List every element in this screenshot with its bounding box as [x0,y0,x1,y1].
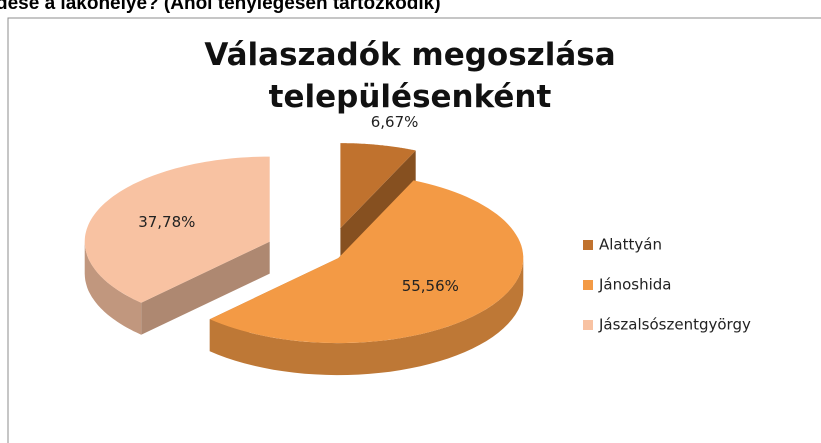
slice-wall [84,241,142,335]
legend-label: Jászalsószentgyörgy [598,316,751,334]
slice [340,143,416,229]
slice-side [141,241,270,335]
legend-swatch [583,320,593,330]
slice-wall [209,258,524,376]
chart-title: Válaszadók megoszlása településenként [204,37,615,115]
slice [84,156,270,303]
data-label: 37,78% [138,213,195,231]
legend-swatch [583,280,593,290]
legend-label: Alattyán [599,236,662,254]
data-label: 6,67% [371,113,419,131]
legend-label: Jánoshida [598,276,672,294]
legend-swatch [583,240,593,250]
caption: dése a lakóhelye? (Ahol ténylegesen tart… [0,0,441,14]
data-label: 55,56% [402,277,459,295]
slice-side [340,150,416,261]
slice-tops [84,143,524,344]
slice [209,180,524,344]
outer-walls [84,241,524,376]
